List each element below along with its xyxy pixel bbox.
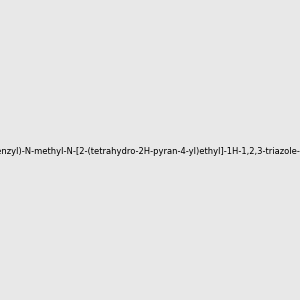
Text: 1-(4-chlorobenzyl)-N-methyl-N-[2-(tetrahydro-2H-pyran-4-yl)ethyl]-1H-1,2,3-triaz: 1-(4-chlorobenzyl)-N-methyl-N-[2-(tetrah… [0,147,300,156]
